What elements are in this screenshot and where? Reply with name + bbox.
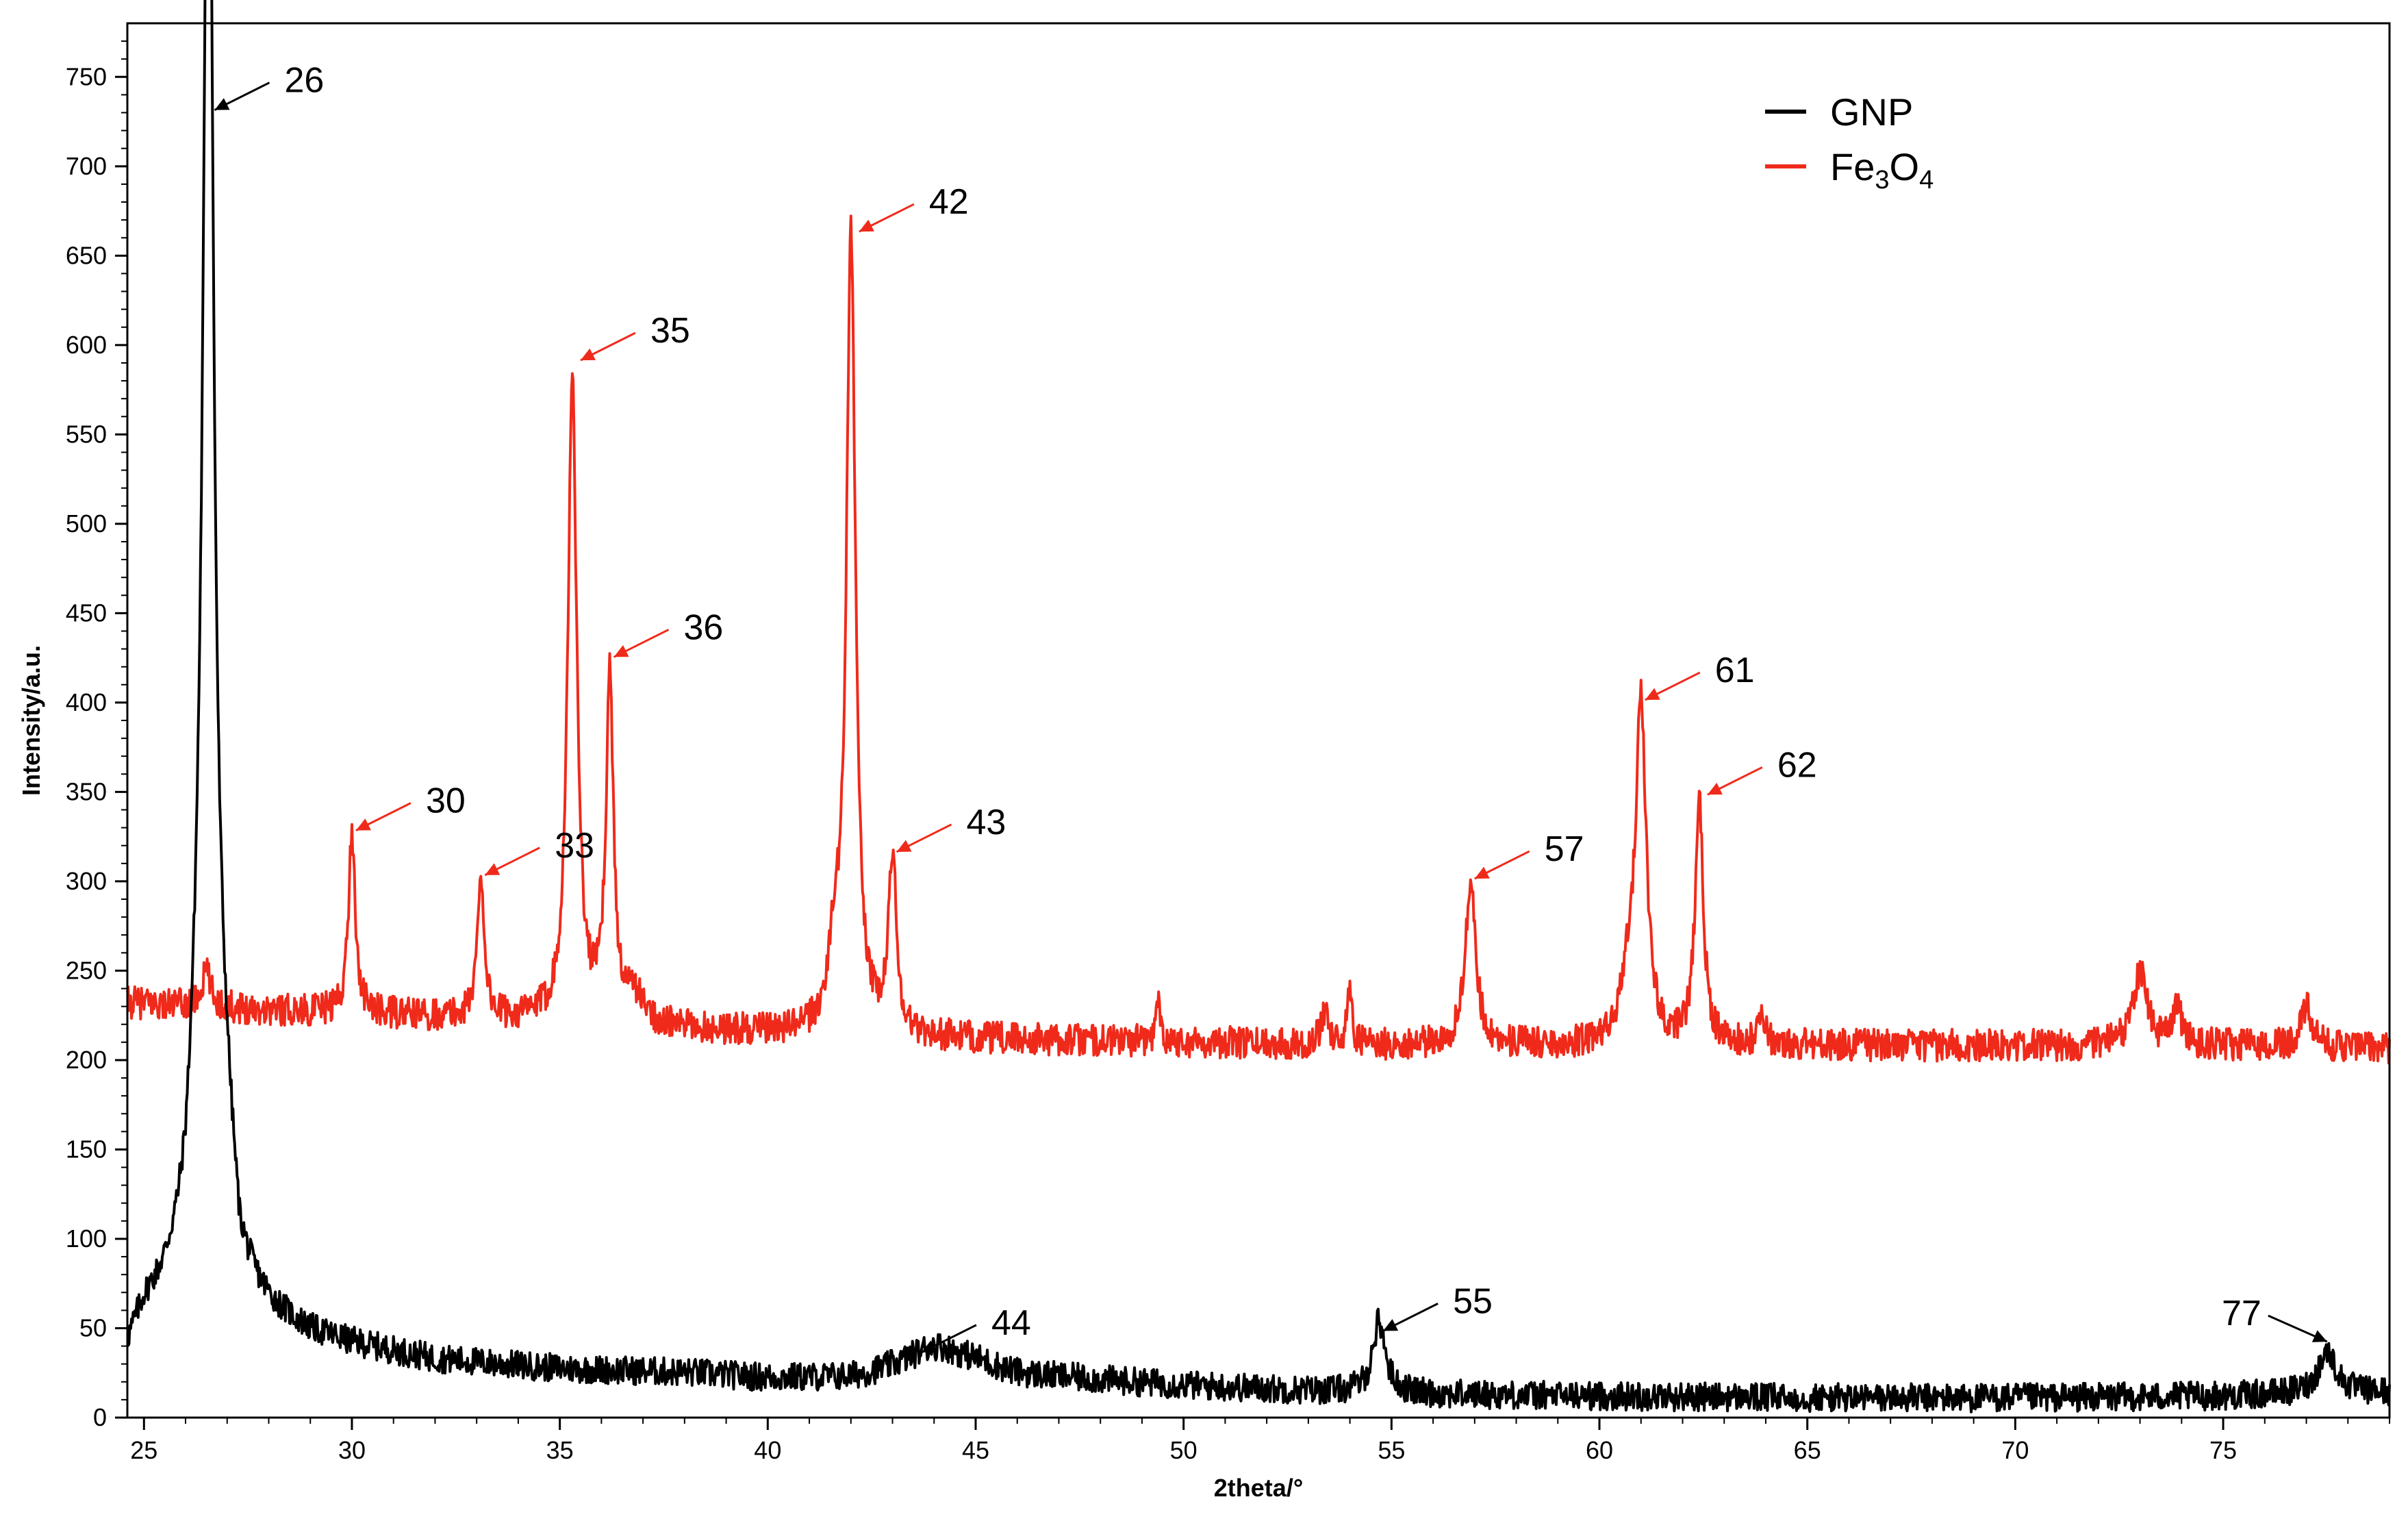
annotation-arrowhead-42: [859, 219, 874, 232]
legend-label-fe3o4: Fe3O4: [1830, 145, 1934, 194]
annotation-arrowhead-57: [1474, 866, 1490, 879]
annotation-arrowhead-61: [1645, 688, 1660, 701]
annotation-label-55: 55: [1453, 1281, 1493, 1321]
y-tick-label-600: 600: [66, 331, 107, 359]
annotation-arrowhead-26: [214, 98, 230, 110]
annotation-label-30: 30: [426, 781, 466, 821]
x-tick-label-35: 35: [546, 1436, 574, 1464]
y-tick-label-700: 700: [66, 152, 107, 180]
annotation-arrowhead-44: [921, 1340, 937, 1353]
y-tick-label-500: 500: [66, 510, 107, 538]
x-tick-label-25: 25: [130, 1436, 157, 1464]
annotation-label-35: 35: [650, 311, 690, 351]
y-tick-label-650: 650: [66, 241, 107, 269]
x-tick-label-40: 40: [754, 1436, 781, 1464]
annotation-label-44: 44: [991, 1303, 1031, 1343]
x-tick-label-70: 70: [2001, 1436, 2029, 1464]
x-tick-label-30: 30: [338, 1436, 366, 1464]
y-tick-label-350: 350: [66, 777, 107, 805]
y-axis-title: Intensity/a.u.: [17, 645, 45, 796]
annotation-arrowhead-30: [355, 818, 371, 831]
x-tick-label-55: 55: [1378, 1436, 1405, 1464]
y-tick-label-100: 100: [66, 1224, 107, 1253]
y-tick-label-50: 50: [79, 1313, 107, 1342]
legend: GNP Fe3O4: [1765, 90, 1934, 194]
legend-label-gnp: GNP: [1830, 90, 1913, 134]
series-line-fe3o4: [126, 214, 2391, 1065]
annotation-label-43: 43: [967, 803, 1006, 842]
x-axis-title: 2theta/°: [1214, 1474, 1303, 1502]
y-tick-label-250: 250: [66, 956, 107, 984]
annotation-label-42: 42: [929, 182, 969, 222]
annotation-label-77: 77: [2222, 1294, 2261, 1333]
annotation-arrowhead-43: [896, 840, 912, 852]
y-tick-label-0: 0: [93, 1403, 107, 1431]
x-tick-label-50: 50: [1170, 1436, 1197, 1464]
y-tick-label-450: 450: [66, 599, 107, 627]
annotation-arrowhead-55: [1383, 1319, 1399, 1331]
annotation-arrowhead-35: [580, 348, 596, 361]
annotation-arrowhead-33: [485, 863, 500, 875]
series-line-gnp: [126, 0, 2391, 1413]
x-tick-label-65: 65: [1794, 1436, 1821, 1464]
y-tick-label-300: 300: [66, 867, 107, 895]
y-tick-label-200: 200: [66, 1046, 107, 1074]
annotation-label-61: 61: [1715, 651, 1755, 690]
annotation-label-57: 57: [1545, 829, 1584, 869]
annotation-label-26: 26: [284, 61, 324, 101]
annotation-label-36: 36: [684, 607, 724, 647]
annotation-arrowhead-62: [1707, 782, 1723, 795]
annotation-arrowhead-36: [613, 645, 629, 657]
x-tick-label-75: 75: [2209, 1436, 2237, 1464]
annotation-arrowhead-77: [2311, 1330, 2327, 1342]
annotation-layer: 26 30 33 35 36 42 43 44 55 57 61 62 77: [214, 61, 2328, 1354]
annotation-label-62: 62: [1777, 745, 1817, 785]
y-tick-label-750: 750: [66, 62, 107, 90]
y-tick-label-550: 550: [66, 420, 107, 448]
series-layer: [126, 0, 2391, 1413]
x-tick-label-60: 60: [1586, 1436, 1613, 1464]
annotation-label-33: 33: [555, 826, 594, 866]
y-tick-label-400: 400: [66, 688, 107, 716]
y-tick-label-150: 150: [66, 1135, 107, 1163]
x-tick-label-45: 45: [962, 1436, 989, 1464]
axes-layer: 25 30 35 40 45 50 55 60 65 70 75050100150200250300…: [66, 22, 2391, 1464]
